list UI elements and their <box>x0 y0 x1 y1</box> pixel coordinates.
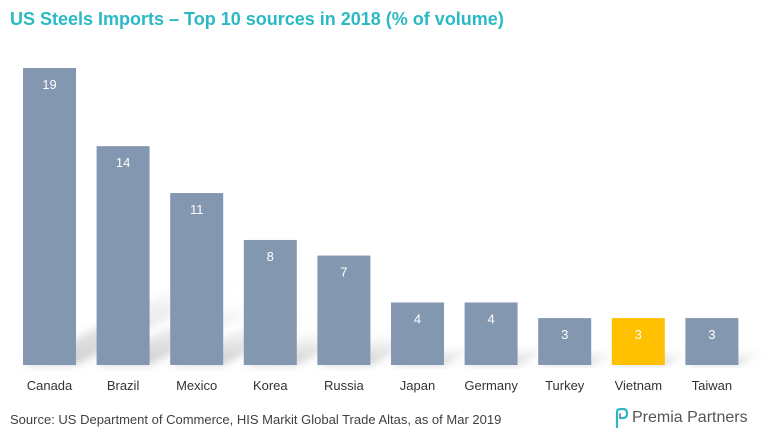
bar-vietnam <box>611 318 665 365</box>
value-label-brazil: 14 <box>116 155 130 170</box>
category-labels-group: Canada Brazil Mexico Korea Russia Japan German… <box>27 378 732 393</box>
brand-p-icon <box>615 408 628 428</box>
category-label-vietnam: Vietnam <box>615 378 662 393</box>
category-label-taiwan: Taiwan <box>692 378 732 393</box>
value-label-taiwan: 3 <box>708 327 715 342</box>
bar-chart: 19 14 11 8 7 4 4 3 3 3 Canada Brazil Mexico Korea Rus… <box>23 68 765 393</box>
category-label-canada: Canada <box>27 378 73 393</box>
category-label-korea: Korea <box>253 378 288 393</box>
category-label-germany: Germany <box>464 378 518 393</box>
brand-logo: Premia Partners <box>614 408 748 428</box>
bar-russia <box>317 255 371 365</box>
value-label-germany: 4 <box>487 311 494 326</box>
category-label-turkey: Turkey <box>545 378 585 393</box>
value-label-canada: 19 <box>42 77 56 92</box>
bars-group <box>23 68 739 365</box>
bar-korea <box>243 239 297 365</box>
bar-turkey <box>538 318 592 365</box>
source-note: Source: US Department of Commerce, HIS M… <box>10 412 502 427</box>
value-label-korea: 8 <box>267 249 274 264</box>
bar-germany <box>464 302 518 365</box>
bar-canada <box>23 68 76 365</box>
value-label-vietnam: 3 <box>635 327 642 342</box>
category-label-mexico: Mexico <box>176 378 217 393</box>
value-label-mexico: 11 <box>190 202 204 217</box>
brand-name: Premia Partners <box>632 409 748 426</box>
category-label-russia: Russia <box>324 378 365 393</box>
category-label-japan: Japan <box>400 378 435 393</box>
value-labels-group: 19 14 11 8 7 4 4 3 3 3 <box>42 77 715 342</box>
bar-mexico <box>170 193 224 365</box>
bar-taiwan <box>685 318 739 365</box>
value-label-turkey: 3 <box>561 327 568 342</box>
bar-japan <box>391 302 444 365</box>
bar-brazil <box>96 146 150 365</box>
value-label-japan: 4 <box>414 311 421 326</box>
category-label-brazil: Brazil <box>107 378 140 393</box>
value-label-russia: 7 <box>340 265 347 280</box>
chart-title: US Steels Imports – Top 10 sources in 20… <box>10 9 504 29</box>
